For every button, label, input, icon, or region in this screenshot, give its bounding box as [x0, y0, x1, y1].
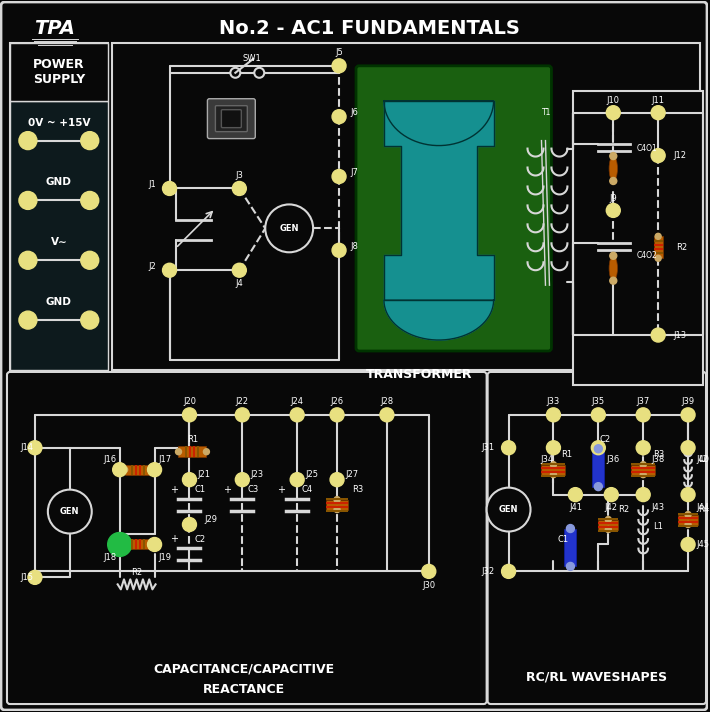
Circle shape — [19, 192, 37, 209]
Bar — [564, 528, 577, 567]
Circle shape — [681, 538, 695, 552]
Text: J26: J26 — [330, 397, 344, 407]
Circle shape — [28, 441, 42, 455]
Polygon shape — [384, 100, 493, 300]
Bar — [190, 446, 192, 457]
Text: V∼: V∼ — [50, 237, 67, 247]
Circle shape — [148, 538, 162, 552]
Circle shape — [422, 565, 436, 578]
Circle shape — [547, 408, 560, 422]
Circle shape — [651, 105, 665, 120]
Text: C2: C2 — [599, 435, 611, 444]
Polygon shape — [384, 300, 493, 340]
Circle shape — [610, 152, 617, 159]
Text: J11: J11 — [652, 96, 665, 105]
Circle shape — [594, 483, 602, 491]
Bar — [631, 471, 655, 473]
Text: C1: C1 — [195, 485, 206, 494]
Text: J29: J29 — [204, 515, 217, 524]
Circle shape — [113, 463, 126, 476]
Text: J22: J22 — [236, 397, 248, 407]
Text: J43: J43 — [651, 503, 665, 512]
Text: J32: J32 — [481, 567, 495, 576]
Bar — [542, 463, 565, 465]
Circle shape — [636, 488, 650, 501]
Text: J5: J5 — [335, 48, 343, 58]
Circle shape — [594, 445, 602, 453]
Circle shape — [334, 496, 340, 503]
Text: R2: R2 — [676, 243, 687, 252]
FancyBboxPatch shape — [356, 66, 552, 351]
FancyBboxPatch shape — [207, 99, 256, 139]
Bar — [599, 521, 618, 523]
Bar — [125, 465, 151, 475]
Circle shape — [610, 252, 617, 259]
Circle shape — [232, 182, 246, 196]
Text: J40: J40 — [696, 455, 709, 464]
Text: TRANSFORMER: TRANSFORMER — [366, 368, 472, 382]
Bar — [678, 515, 698, 525]
Bar — [326, 510, 348, 511]
Circle shape — [640, 471, 646, 478]
Text: J35: J35 — [591, 397, 605, 407]
Text: J14: J14 — [20, 444, 33, 452]
Bar — [185, 446, 187, 457]
Bar — [111, 43, 700, 370]
FancyBboxPatch shape — [222, 110, 241, 127]
Circle shape — [550, 471, 557, 478]
Text: C2: C2 — [195, 535, 206, 544]
Ellipse shape — [609, 156, 618, 181]
Text: J37: J37 — [637, 397, 650, 407]
Circle shape — [636, 408, 650, 422]
Bar — [143, 540, 145, 550]
Circle shape — [567, 562, 574, 570]
Text: R3: R3 — [653, 450, 665, 459]
Text: J23: J23 — [251, 470, 263, 479]
Circle shape — [332, 59, 346, 73]
Text: C3: C3 — [247, 485, 258, 494]
Circle shape — [501, 441, 515, 455]
Circle shape — [182, 518, 197, 531]
Text: C1: C1 — [557, 535, 569, 544]
Text: J7: J7 — [350, 168, 358, 177]
Circle shape — [81, 311, 99, 329]
Circle shape — [148, 463, 162, 476]
Bar — [193, 446, 195, 457]
Text: J25: J25 — [305, 470, 318, 479]
Text: POWER
SUPPLY: POWER SUPPLY — [33, 58, 85, 86]
Bar — [135, 465, 136, 475]
Bar — [631, 465, 655, 475]
Text: C4O1: C4O1 — [636, 144, 657, 153]
Circle shape — [290, 473, 304, 486]
Circle shape — [651, 328, 665, 342]
Circle shape — [266, 204, 313, 252]
Circle shape — [591, 408, 606, 422]
Bar — [138, 540, 141, 550]
Text: J39: J39 — [682, 397, 694, 407]
Text: J24: J24 — [290, 397, 304, 407]
Circle shape — [81, 132, 99, 150]
Polygon shape — [384, 100, 493, 145]
Circle shape — [148, 466, 153, 473]
Text: C4O2: C4O2 — [636, 251, 657, 260]
Circle shape — [254, 68, 264, 78]
Bar — [678, 525, 698, 526]
Text: GEN: GEN — [280, 224, 299, 233]
Bar — [678, 516, 698, 518]
Circle shape — [685, 521, 691, 528]
Circle shape — [332, 169, 346, 184]
Text: J13: J13 — [673, 330, 687, 340]
Text: J19: J19 — [158, 553, 171, 562]
Ellipse shape — [609, 256, 618, 281]
Text: RC/RL WAVESHAPES: RC/RL WAVESHAPES — [526, 671, 667, 684]
Bar — [599, 525, 618, 528]
Bar — [326, 498, 348, 500]
Circle shape — [235, 473, 249, 486]
Bar — [631, 466, 655, 468]
Circle shape — [501, 565, 515, 578]
Circle shape — [380, 408, 394, 422]
Circle shape — [330, 473, 344, 486]
Circle shape — [182, 408, 197, 422]
Text: J33: J33 — [547, 397, 560, 407]
